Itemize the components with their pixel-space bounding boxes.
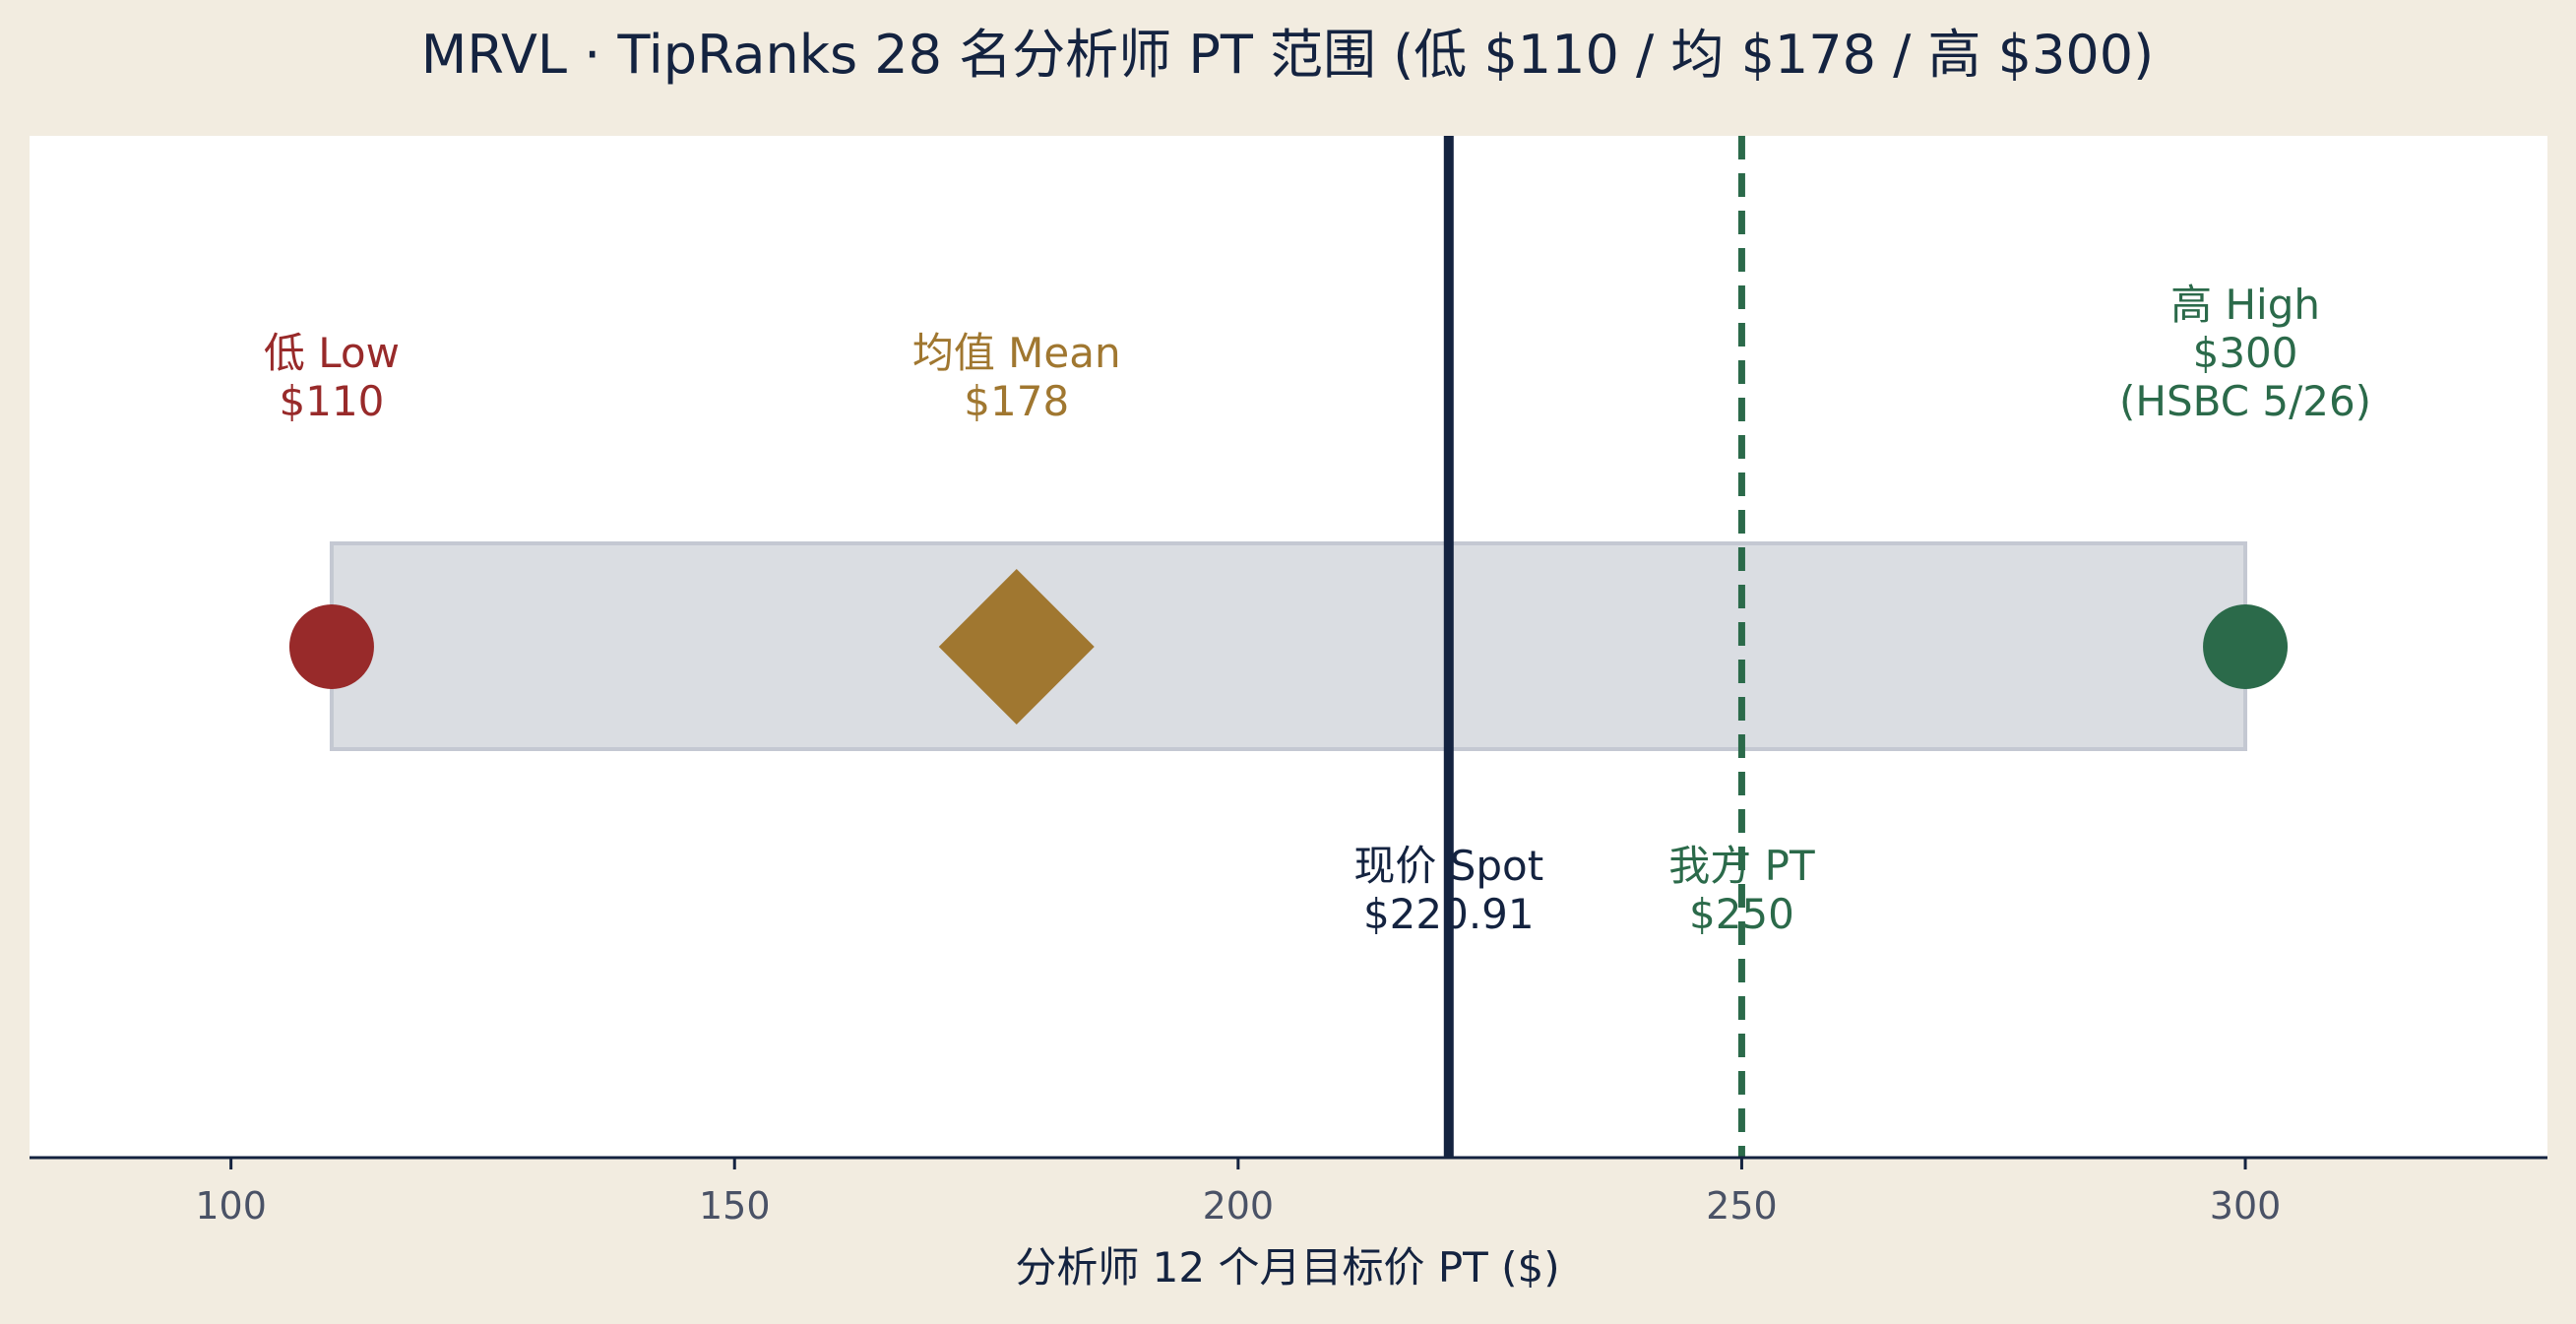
low-label: 低 Low $110 (264, 329, 400, 425)
x-axis-label: 分析师 12 个月目标价 PT ($) (1015, 1243, 1559, 1292)
mean-marker (938, 569, 1095, 725)
chart-title: MRVL · TipRanks 28 名分析师 PT 范围 (低 $110 / … (421, 24, 2154, 86)
high-label-line: (HSBC 5/26) (2119, 377, 2371, 425)
high-label-line: 高 High (2170, 281, 2320, 329)
spot-label: 现价 Spot $220.91 (1353, 842, 1543, 938)
x-tick-label-300: 300 (2210, 1184, 2282, 1228)
our_pt-label-line: $250 (1689, 890, 1794, 938)
high-label-line: $300 (2193, 329, 2298, 377)
low-label-line: 低 Low (264, 329, 400, 377)
our_pt-label-line: 我方 PT (1668, 842, 1815, 890)
high-marker (2203, 604, 2289, 689)
spot-label-line: 现价 Spot (1353, 842, 1543, 890)
mean-label: 均值 Mean $178 (912, 329, 1121, 425)
pt-range-band (329, 541, 2248, 751)
x-tick-label-100: 100 (195, 1184, 267, 1228)
low-marker (288, 604, 374, 689)
x-tick-label-250: 250 (1706, 1184, 1778, 1228)
low-label-line: $110 (280, 377, 385, 425)
our_pt-label: 我方 PT $250 (1668, 842, 1815, 938)
mean-label-line: $178 (964, 377, 1069, 425)
high-label: 高 High $300 (HSBC 5/26) (2119, 281, 2371, 425)
x-tick-label-150: 150 (699, 1184, 771, 1228)
spot-label-line: $220.91 (1363, 890, 1535, 938)
x-tick-label-200: 200 (1203, 1184, 1275, 1228)
mean-label-line: 均值 Mean (912, 329, 1121, 377)
